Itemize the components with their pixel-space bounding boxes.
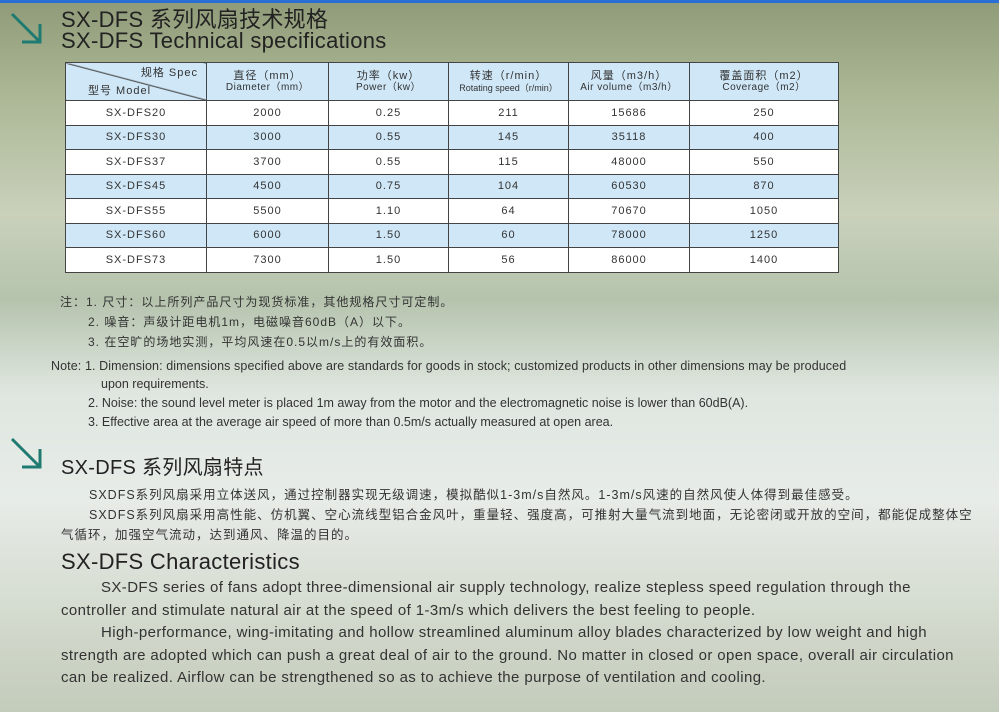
model-cell: SX-DFS30	[65, 124, 207, 150]
header-speed: 转速（r/min） Rotating speed（r/min）	[448, 62, 569, 101]
model-cell: SX-DFS60	[65, 222, 207, 248]
value-cell: 0.25	[328, 100, 449, 126]
value-cell: 250	[689, 100, 839, 126]
value-cell: 70670	[568, 198, 690, 224]
table-header-row: 规格 Spec 型号 Model 直径（mm） Diameter（mm） 功率（k…	[65, 62, 839, 101]
note-cn-2: 2. 噪音：声级计距电机1m，电磁噪音60dB（A）以下。	[88, 315, 412, 329]
header-coverage: 覆盖面积（m2） Coverage（m2）	[689, 62, 839, 101]
value-cell: 15686	[568, 100, 690, 126]
corner-header: 规格 Spec 型号 Model	[65, 62, 207, 101]
features-en-1: SX-DFS series of fans adopt three-dimens…	[61, 579, 911, 619]
model-cell: SX-DFS20	[65, 100, 207, 126]
arrow-down-right-icon	[10, 12, 42, 44]
features-cn-1: SXDFS系列风扇采用立体送风，通过控制器实现无级调速，模拟酷似1-3m/s自然…	[89, 488, 859, 502]
top-border	[0, 0, 999, 3]
header-en: Rotating speed（r/min）	[459, 82, 558, 93]
table-row: SX-DFS55 5500 1.10 64 70670 1050	[65, 198, 839, 224]
table-row: SX-DFS45 4500 0.75 104 60530 870	[65, 173, 839, 199]
header-en: Coverage（m2）	[722, 81, 806, 93]
value-cell: 1050	[689, 198, 839, 224]
model-cell: SX-DFS55	[65, 198, 207, 224]
value-cell: 1.50	[328, 247, 449, 273]
value-cell: 60	[448, 222, 569, 248]
value-cell: 145	[448, 124, 569, 150]
features-title-en: SX-DFS Characteristics	[61, 549, 300, 574]
header-cn: 风量（m3/h）	[590, 69, 668, 82]
header-diameter: 直径（mm） Diameter（mm）	[206, 62, 329, 101]
value-cell: 400	[689, 124, 839, 150]
header-cn: 覆盖面积（m2）	[719, 69, 809, 82]
value-cell: 115	[448, 149, 569, 175]
note-cn-1: 注：1. 尺寸：以上所列产品尺寸为现货标准，其他规格尺寸可定制。	[60, 295, 454, 309]
table-row: SX-DFS30 3000 0.55 145 35118 400	[65, 124, 839, 150]
value-cell: 7300	[206, 247, 329, 273]
features-title-cn: SX-DFS 系列风扇特点	[61, 457, 264, 479]
value-cell: 1.10	[328, 198, 449, 224]
value-cell: 35118	[568, 124, 690, 150]
header-en: Air volume（m3/h）	[580, 81, 678, 93]
value-cell: 0.75	[328, 173, 449, 199]
header-cn: 转速（r/min）	[469, 69, 548, 82]
header-air-volume: 风量（m3/h） Air volume（m3/h）	[568, 62, 690, 101]
value-cell: 104	[448, 173, 569, 199]
value-cell: 0.55	[328, 149, 449, 175]
corner-spec: 规格 Spec	[140, 67, 198, 79]
header-power: 功率（kw） Power（kw）	[328, 62, 449, 101]
value-cell: 550	[689, 149, 839, 175]
value-cell: 60530	[568, 173, 690, 199]
value-cell: 3700	[206, 149, 329, 175]
note-en-1: Note: 1. Dimension: dimensions specified…	[51, 359, 847, 373]
note-en-1-cont: upon requirements.	[101, 377, 209, 391]
value-cell: 211	[448, 100, 569, 126]
value-cell: 2000	[206, 100, 329, 126]
value-cell: 86000	[568, 247, 690, 273]
value-cell: 78000	[568, 222, 690, 248]
title-cn: SX-DFS 系列风扇技术规格	[61, 7, 329, 32]
note-en-2: 2. Noise: the sound level meter is place…	[88, 396, 749, 410]
header-en: Diameter（mm）	[225, 81, 310, 93]
value-cell: 0.55	[328, 124, 449, 150]
features-cn-2: SXDFS系列风扇采用高性能、仿机翼、空心流线型铝合金风叶，重量轻、强度高，可推…	[61, 508, 973, 542]
value-cell: 1250	[689, 222, 839, 248]
table-row: SX-DFS37 3700 0.55 115 48000 550	[65, 149, 839, 175]
header-cn: 直径（mm）	[233, 69, 302, 82]
header-cn: 功率（kw）	[356, 69, 421, 82]
model-cell: SX-DFS73	[65, 247, 207, 273]
value-cell: 4500	[206, 173, 329, 199]
model-cell: SX-DFS37	[65, 149, 207, 175]
arrow-down-right-icon	[10, 437, 42, 469]
table-row: SX-DFS60 6000 1.50 60 78000 1250	[65, 222, 839, 248]
corner-model: 型号 Model	[88, 85, 152, 97]
spec-table: 规格 Spec 型号 Model 直径（mm） Diameter（mm） 功率（k…	[65, 62, 839, 273]
value-cell: 5500	[206, 198, 329, 224]
table-row: SX-DFS20 2000 0.25 211 15686 250	[65, 100, 839, 126]
value-cell: 870	[689, 173, 839, 199]
table-row: SX-DFS73 7300 1.50 56 86000 1400	[65, 247, 839, 273]
value-cell: 1400	[689, 247, 839, 273]
note-cn-3: 3. 在空旷的场地实测，平均风速在0.5以m/s上的有效面积。	[88, 335, 433, 349]
model-cell: SX-DFS45	[65, 173, 207, 199]
header-en: Power（kw）	[355, 81, 422, 93]
value-cell: 56	[448, 247, 569, 273]
value-cell: 64	[448, 198, 569, 224]
features-en-2: High-performance, wing-imitating and hol…	[61, 624, 954, 686]
value-cell: 48000	[568, 149, 690, 175]
value-cell: 6000	[206, 222, 329, 248]
note-en-3: 3. Effective area at the average air spe…	[88, 415, 614, 429]
value-cell: 3000	[206, 124, 329, 150]
title-en: SX-DFS Technical specifications	[61, 28, 387, 53]
value-cell: 1.50	[328, 222, 449, 248]
